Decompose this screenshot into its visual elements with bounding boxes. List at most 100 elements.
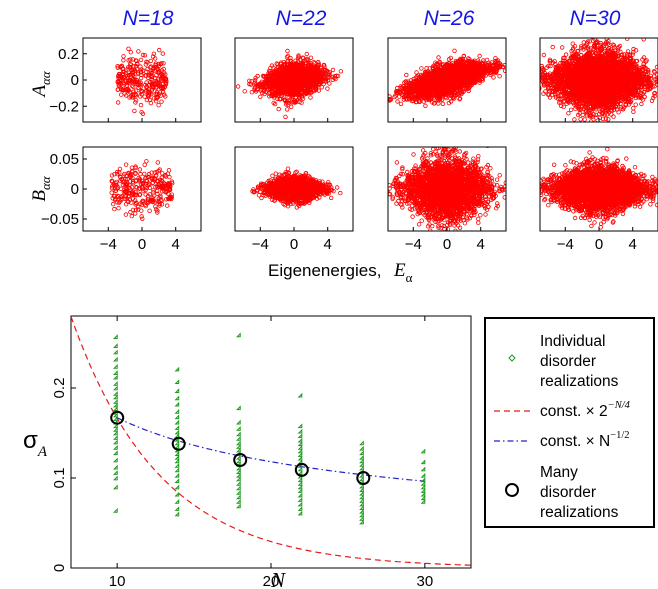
scatter-point <box>155 80 161 86</box>
scatter-point <box>283 88 288 93</box>
scatter-point <box>242 89 247 94</box>
scatter-point <box>284 100 289 105</box>
scatter-point <box>133 100 138 105</box>
scatter-point <box>319 84 324 90</box>
scatter-point <box>303 64 308 69</box>
scatter-point <box>149 77 154 82</box>
scatter-point <box>409 84 415 89</box>
scatter-point <box>156 63 161 69</box>
scatter-point <box>276 106 281 112</box>
scatter-point <box>494 58 499 64</box>
scatter-point <box>267 82 273 88</box>
scatter-point <box>279 75 285 81</box>
scatter-point <box>164 78 169 84</box>
scatter-point <box>502 68 506 73</box>
y-tick-label: −0.2 <box>49 98 79 115</box>
scatter-point <box>297 78 302 83</box>
scatter-point <box>318 78 323 84</box>
scatter-point <box>133 58 139 63</box>
scatter-point <box>404 97 410 102</box>
scatter-point <box>291 76 296 82</box>
scatter-point <box>286 90 292 95</box>
scatter-point <box>315 68 321 73</box>
scatter-point <box>466 88 471 94</box>
scatter-point <box>235 84 241 89</box>
scatter-point <box>311 60 316 65</box>
scatter-point <box>280 85 285 90</box>
scatter-point <box>270 89 275 95</box>
scatter-point <box>275 96 280 102</box>
scatter-point <box>269 63 275 68</box>
row-a-label: Aαα <box>29 70 53 98</box>
scatter-point <box>431 101 437 106</box>
scatter-point <box>132 108 137 114</box>
scatter-point <box>273 67 279 72</box>
scatter-point <box>654 64 658 70</box>
scatter-point <box>255 73 260 79</box>
scatter-point <box>292 84 297 90</box>
scatter-point <box>437 59 442 65</box>
scatter-point <box>321 67 326 72</box>
scatter-point <box>156 47 162 53</box>
scatter-point <box>469 75 474 80</box>
scatter-point <box>121 80 126 85</box>
scatter-point <box>438 68 443 74</box>
scatter-point <box>279 70 285 75</box>
scatter-points <box>235 48 344 120</box>
scatter-point <box>118 92 124 97</box>
scatter-point <box>268 68 273 74</box>
scatter-point <box>298 83 303 88</box>
scatter-point <box>295 69 300 74</box>
scatter-point <box>606 117 611 122</box>
scatter-point <box>440 101 446 107</box>
scatter-point <box>285 48 290 54</box>
scatter-point <box>284 64 289 69</box>
scatter-point <box>433 60 438 65</box>
scatter-point <box>138 57 144 63</box>
scatter-point <box>159 99 164 104</box>
scatter-point <box>279 93 284 99</box>
scatter-point <box>435 93 440 99</box>
scatter-point <box>303 66 308 71</box>
scatter-point <box>253 89 259 94</box>
scatter-point <box>413 94 418 100</box>
scatter-point <box>115 63 120 69</box>
scatter-point <box>311 78 317 83</box>
scatter-point <box>466 65 472 71</box>
scatter-point <box>325 86 330 91</box>
scatter-point <box>472 80 478 85</box>
scatter-point <box>138 94 143 99</box>
scatter-point <box>128 50 133 55</box>
scatter-point <box>274 77 279 82</box>
scatter-point <box>404 86 409 92</box>
scatter-point <box>312 75 318 81</box>
scatter-points <box>388 48 537 108</box>
scatter-point <box>589 129 593 133</box>
scatter-point <box>308 90 314 95</box>
scatter-point <box>453 78 459 84</box>
scatter-panel-a-n26 <box>387 37 537 123</box>
scatter-point <box>473 64 479 69</box>
scatter-point <box>278 61 283 67</box>
scatter-point <box>274 61 279 66</box>
scatter-point <box>513 62 517 66</box>
scatter-point <box>258 94 263 99</box>
scatter-point <box>136 85 141 90</box>
scatter-point <box>131 79 137 84</box>
scatter-point <box>599 130 603 134</box>
scatter-point <box>397 94 402 99</box>
scatter-point <box>453 93 458 98</box>
scatter-point <box>533 56 537 60</box>
scatter-point <box>457 96 462 102</box>
scatter-point <box>129 83 135 88</box>
scatter-point <box>293 65 298 71</box>
scatter-point <box>138 64 143 69</box>
scatter-point <box>151 51 157 56</box>
scatter-point <box>131 89 136 94</box>
scatter-point <box>285 68 291 73</box>
scatter-point <box>486 60 491 66</box>
scatter-point <box>153 75 158 81</box>
scatter-point <box>415 79 420 84</box>
scatter-point <box>319 70 325 76</box>
